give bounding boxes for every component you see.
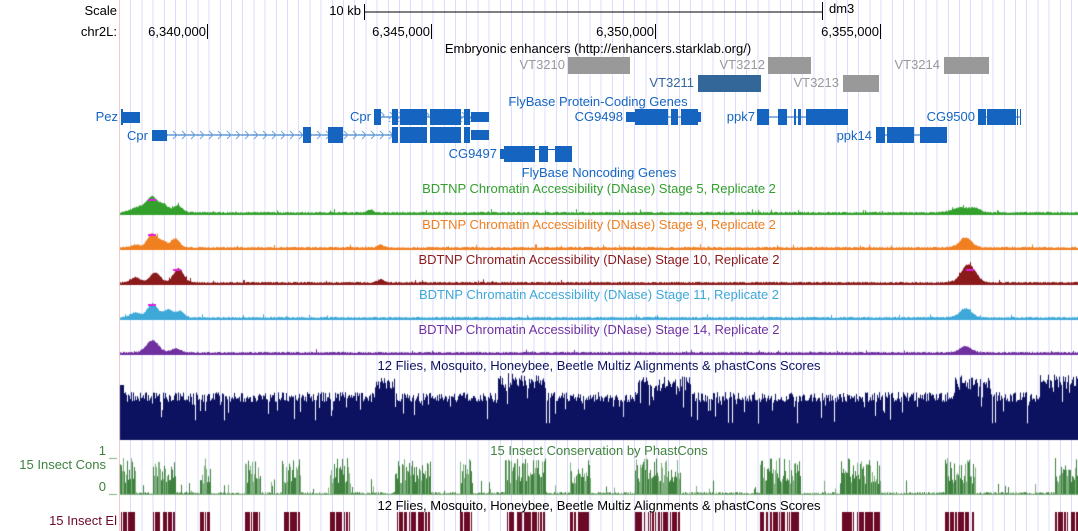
enhancer-label[interactable]: VT3210 [519, 57, 565, 72]
noncoding-genes-track-title: FlyBase Noncoding Genes [521, 165, 677, 180]
chrom-label: chr2L: [80, 24, 117, 39]
cons-ymax: 1 [98, 443, 106, 458]
scale-bar-label: 10 kb [329, 3, 361, 18]
gene-label[interactable]: ppk7 [726, 109, 755, 124]
dnase-track-title: BDTNP Chromatin Accessibility (DNase) St… [418, 287, 780, 302]
dnase-track-title: BDTNP Chromatin Accessibility (DNase) St… [422, 181, 776, 196]
enhancer-label[interactable]: VT3212 [719, 57, 765, 72]
dnase-track-title: BDTNP Chromatin Accessibility (DNase) St… [418, 322, 780, 337]
gene-label[interactable]: CG9500 [926, 109, 975, 124]
enhancers-track-title: Embryonic enhancers (http://enhancers.st… [444, 41, 752, 56]
gene-label[interactable]: Cpr [350, 109, 371, 124]
tick-label: 6,350,000 [596, 24, 654, 39]
enhancer-label[interactable]: VT3213 [793, 75, 839, 90]
dnase-track-title: BDTNP Chromatin Accessibility (DNase) St… [422, 217, 776, 232]
cons-ymin: 0 [98, 479, 106, 494]
cons-track-title: 15 Insect Conservation by PhastCons [490, 443, 708, 458]
tick-label: 6,355,000 [821, 24, 879, 39]
scale-label: Scale [84, 3, 117, 18]
enhancer-label[interactable]: VT3211 [649, 75, 694, 90]
tick-label: 6,345,000 [372, 24, 430, 39]
elements-track-title: 12 Flies, Mosquito, Honeybee, Beetle Mul… [377, 498, 821, 513]
protein-genes-track-title: FlyBase Protein-Coding Genes [508, 94, 688, 109]
gene-label[interactable]: Pez [95, 109, 118, 124]
gene-label[interactable]: ppk14 [836, 128, 872, 143]
multiz-track-title: 12 Flies, Mosquito, Honeybee, Beetle Mul… [377, 358, 821, 373]
gene-label[interactable]: CG9497 [448, 146, 497, 161]
gene-label[interactable]: Cpr [127, 128, 148, 143]
cons-track-label[interactable]: 15 Insect Cons [19, 457, 106, 472]
elements-track-label[interactable]: 15 Insect El [49, 513, 117, 528]
enhancer-label[interactable]: VT3214 [894, 57, 940, 72]
tick-label: 6,340,000 [148, 24, 206, 39]
assembly-label: dm3 [829, 1, 855, 16]
dnase-track-title: BDTNP Chromatin Accessibility (DNase) St… [418, 252, 780, 267]
gene-label[interactable]: CG9498 [574, 109, 623, 124]
left-border [119, 0, 120, 531]
